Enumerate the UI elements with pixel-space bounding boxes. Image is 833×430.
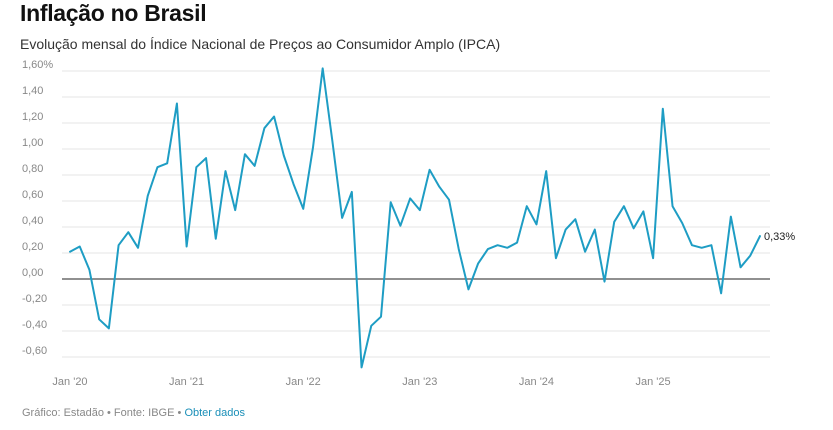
y-tick-label: -0,20 bbox=[22, 293, 47, 305]
x-tick-label: Jan '23 bbox=[402, 376, 437, 388]
credit-text: Gráfico: Estadão bbox=[22, 407, 104, 419]
y-tick-label: -0,60 bbox=[22, 345, 47, 357]
footer-separator-2: • bbox=[177, 407, 182, 419]
x-tick-label: Jan '24 bbox=[519, 376, 554, 388]
ipca-series-line bbox=[69, 67, 761, 369]
footer-separator: • bbox=[107, 407, 111, 419]
chart-subtitle: Evolução mensal do Índice Nacional de Pr… bbox=[20, 36, 501, 52]
y-tick-label: 0,00 bbox=[22, 267, 43, 279]
y-tick-label: -0,40 bbox=[22, 319, 47, 331]
chart-title: Inflação no Brasil bbox=[20, 0, 207, 26]
y-tick-label: 1,40 bbox=[22, 85, 43, 97]
source-text: Fonte: IBGE bbox=[113, 407, 175, 419]
last-value-label: 0,33% bbox=[764, 231, 795, 243]
line-chart: 1,60% 1,40 1,20 1,00 0,80 0,60 0,40 0,20 0,00 -0,… bbox=[22, 59, 795, 388]
y-tick-label: 0,40 bbox=[22, 215, 43, 227]
y-tick-label: 1,00 bbox=[22, 137, 43, 149]
y-tick-label: 1,60% bbox=[22, 59, 53, 71]
y-tick-label: 0,20 bbox=[22, 241, 43, 253]
y-tick-label: 0,60 bbox=[22, 189, 43, 201]
x-tick-label: Jan '20 bbox=[52, 376, 87, 388]
y-tick-label: 0,80 bbox=[22, 163, 43, 175]
y-tick-label: 1,20 bbox=[22, 111, 43, 123]
x-tick-label: Jan '21 bbox=[169, 376, 204, 388]
chart-footer: Gráfico: Estadão • Fonte: IBGE • Obter d… bbox=[22, 407, 245, 419]
x-tick-label: Jan '22 bbox=[286, 376, 321, 388]
x-tick-label: Jan '25 bbox=[636, 376, 671, 388]
get-data-link[interactable]: Obter dados bbox=[184, 407, 245, 419]
